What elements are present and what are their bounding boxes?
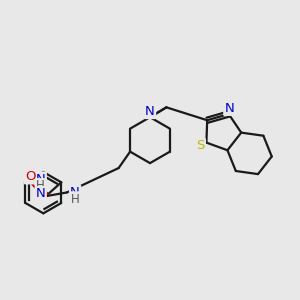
Text: S: S: [196, 140, 205, 152]
Text: N: N: [36, 187, 46, 200]
Text: H: H: [36, 179, 45, 192]
Text: O: O: [25, 170, 36, 183]
Text: N: N: [145, 105, 155, 118]
Text: N: N: [70, 186, 80, 199]
Text: N: N: [224, 102, 234, 115]
Text: N: N: [36, 173, 46, 186]
Text: H: H: [71, 193, 80, 206]
